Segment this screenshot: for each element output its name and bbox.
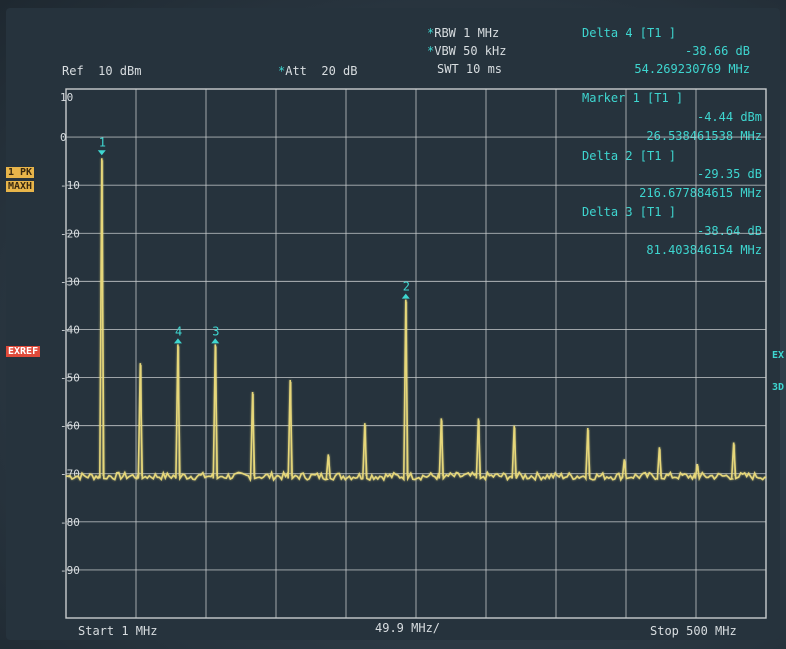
right-ex-label: EX	[772, 350, 785, 361]
y-tick-label: -40	[60, 323, 80, 336]
delta4-freq: 54.269230769 MHz	[634, 62, 750, 76]
delta3-title: Delta 3 [T1 ]	[582, 205, 676, 219]
marker1-level: -4.44 dBm	[696, 110, 762, 124]
marker-3-symbol	[211, 338, 220, 344]
trace	[65, 158, 766, 483]
marker1-title: Marker 1 [T1 ]	[582, 91, 684, 105]
att-star-icon: *	[278, 64, 286, 78]
marker-2-symbol	[401, 293, 410, 299]
trace-mode-badge-1: 1 PK	[6, 167, 35, 178]
y-tick-label: -50	[60, 372, 80, 385]
exref-badge: EXREF	[6, 346, 41, 357]
ref-level-label: Ref 10 dBm	[62, 64, 142, 78]
marker-1-label: 1	[99, 135, 106, 149]
grid	[65, 88, 767, 619]
trace-mode-badge-2: MAXH	[6, 181, 35, 192]
right-3d-label: 3D	[772, 382, 785, 393]
y-tick-label: -10	[60, 179, 80, 192]
marker-3-label: 3	[212, 324, 219, 338]
display-frame	[6, 8, 780, 640]
y-tick-label: -80	[60, 516, 80, 529]
delta2-freq: 216.677884615 MHz	[639, 186, 762, 200]
y-tick-label: -30	[60, 275, 80, 288]
sweep-time-label: SWT 10 ms	[437, 62, 503, 76]
y-tick-labels: 10 0 -10 -20 -30 -40 -50 -60 -70 -80 -90	[60, 91, 80, 577]
stop-freq-label: Stop 500 MHz	[650, 624, 737, 638]
vbw-value: VBW 50 kHz	[434, 44, 507, 58]
rbw-star-icon: *	[427, 26, 435, 40]
y-tick-label: -60	[60, 420, 80, 433]
marker-4-label: 4	[175, 324, 182, 338]
spectrum-trace	[65, 158, 766, 483]
y-tick-label: 10	[60, 91, 73, 104]
y-tick-label: -70	[60, 468, 80, 481]
markers: 1 2 3 4	[97, 135, 410, 344]
att-value: Att 20 dB	[285, 64, 358, 78]
delta3-freq: 81.403846154 MHz	[646, 243, 762, 257]
delta2-level: -29.35 dB	[696, 167, 762, 181]
rbw-label: *RBW 1 MHz	[427, 26, 499, 40]
y-tick-label: -20	[60, 227, 80, 240]
marker1-freq: 26.538461538 MHz	[646, 129, 762, 143]
delta2-title: Delta 2 [T1 ]	[582, 149, 676, 163]
delta4-level: -38.66 dB	[684, 44, 750, 58]
rbw-value: RBW 1 MHz	[434, 26, 500, 40]
start-freq-label: Start 1 MHz	[78, 624, 158, 638]
attenuation-label: *Att 20 dB	[278, 64, 357, 78]
delta3-level: -38.64 dB	[696, 224, 762, 238]
marker-1-symbol	[97, 150, 106, 156]
marker-2-label: 2	[403, 280, 410, 294]
vbw-label: *VBW 50 kHz	[427, 44, 506, 58]
delta4-title: Delta 4 [T1 ]	[582, 26, 676, 40]
y-tick-label: 0	[60, 131, 67, 144]
y-tick-label: -90	[60, 564, 80, 577]
marker-4-symbol	[173, 338, 182, 344]
span-per-div-label: 49.9 MHz/	[375, 621, 441, 635]
vbw-star-icon: *	[427, 44, 435, 58]
